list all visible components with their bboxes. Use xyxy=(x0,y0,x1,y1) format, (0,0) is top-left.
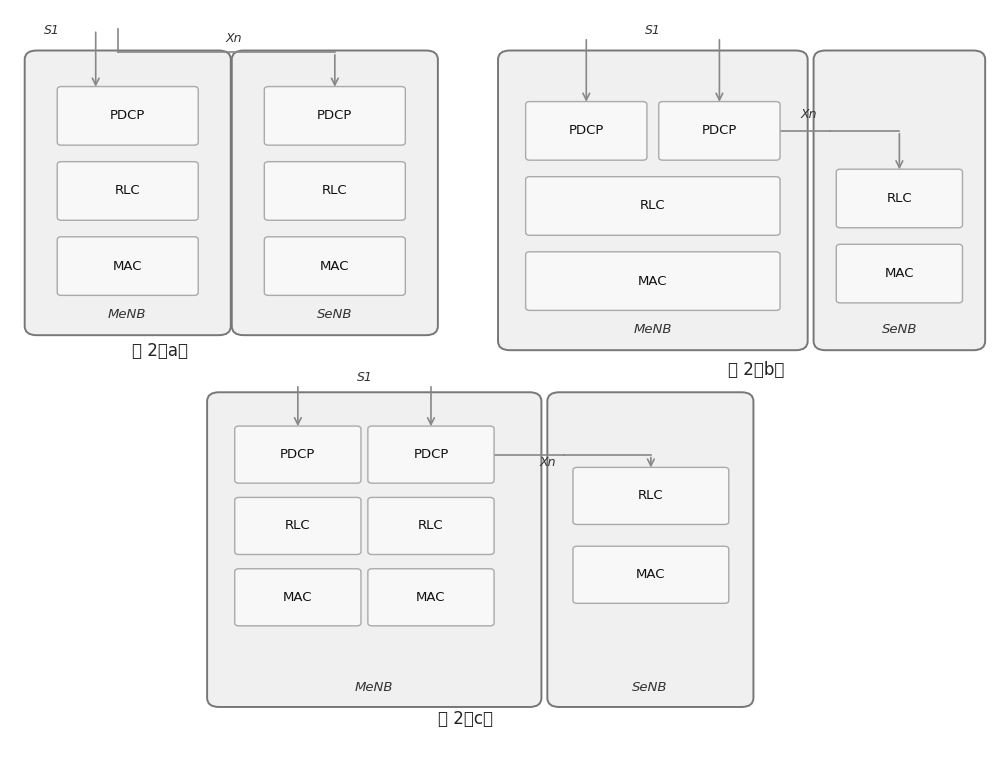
Text: PDCP: PDCP xyxy=(569,125,604,138)
FancyBboxPatch shape xyxy=(232,50,438,335)
FancyBboxPatch shape xyxy=(264,161,405,220)
Text: MAC: MAC xyxy=(636,568,666,581)
FancyBboxPatch shape xyxy=(57,86,198,145)
Text: MAC: MAC xyxy=(283,591,313,604)
Text: RLC: RLC xyxy=(640,200,666,213)
FancyBboxPatch shape xyxy=(547,392,753,707)
FancyBboxPatch shape xyxy=(659,102,780,160)
Text: SeNB: SeNB xyxy=(882,323,917,336)
Text: 图 2（b）: 图 2（b） xyxy=(728,361,785,379)
Text: PDCP: PDCP xyxy=(280,448,316,461)
Text: SeNB: SeNB xyxy=(317,308,352,321)
FancyBboxPatch shape xyxy=(498,50,808,350)
FancyBboxPatch shape xyxy=(264,237,405,295)
FancyBboxPatch shape xyxy=(573,467,729,525)
FancyBboxPatch shape xyxy=(836,244,962,303)
FancyBboxPatch shape xyxy=(526,252,780,311)
Text: MAC: MAC xyxy=(885,267,914,280)
FancyBboxPatch shape xyxy=(264,86,405,145)
Text: PDCP: PDCP xyxy=(702,125,737,138)
FancyBboxPatch shape xyxy=(368,568,494,626)
Text: MAC: MAC xyxy=(320,259,350,272)
FancyBboxPatch shape xyxy=(526,102,647,160)
Text: MeNB: MeNB xyxy=(634,323,672,336)
Text: S1: S1 xyxy=(645,24,661,37)
FancyBboxPatch shape xyxy=(368,426,494,483)
Text: RLC: RLC xyxy=(638,490,664,503)
Text: MeNB: MeNB xyxy=(355,681,393,694)
FancyBboxPatch shape xyxy=(368,497,494,555)
FancyBboxPatch shape xyxy=(235,568,361,626)
Text: RLC: RLC xyxy=(322,184,348,197)
Text: RLC: RLC xyxy=(285,519,311,532)
Text: PDCP: PDCP xyxy=(413,448,449,461)
Text: SeNB: SeNB xyxy=(632,681,668,694)
FancyBboxPatch shape xyxy=(814,50,985,350)
Text: MAC: MAC xyxy=(113,259,142,272)
Text: RLC: RLC xyxy=(115,184,141,197)
Text: Xn: Xn xyxy=(801,108,817,121)
Text: S1: S1 xyxy=(356,371,372,384)
Text: PDCP: PDCP xyxy=(317,109,353,122)
Text: PDCP: PDCP xyxy=(110,109,145,122)
Text: S1: S1 xyxy=(44,24,60,37)
Text: RLC: RLC xyxy=(887,192,912,205)
FancyBboxPatch shape xyxy=(235,426,361,483)
FancyBboxPatch shape xyxy=(526,177,780,236)
Text: MeNB: MeNB xyxy=(108,308,146,321)
FancyBboxPatch shape xyxy=(57,237,198,295)
FancyBboxPatch shape xyxy=(573,546,729,604)
FancyBboxPatch shape xyxy=(57,161,198,220)
Text: Xn: Xn xyxy=(539,456,556,469)
FancyBboxPatch shape xyxy=(25,50,231,335)
FancyBboxPatch shape xyxy=(207,392,541,707)
Text: RLC: RLC xyxy=(418,519,444,532)
Text: 图 2（a）: 图 2（a） xyxy=(132,342,188,360)
FancyBboxPatch shape xyxy=(836,169,962,228)
Text: 图 2（c）: 图 2（c） xyxy=(438,710,493,728)
Text: MAC: MAC xyxy=(416,591,446,604)
Text: MAC: MAC xyxy=(638,275,668,288)
Text: Xn: Xn xyxy=(226,31,242,44)
FancyBboxPatch shape xyxy=(235,497,361,555)
